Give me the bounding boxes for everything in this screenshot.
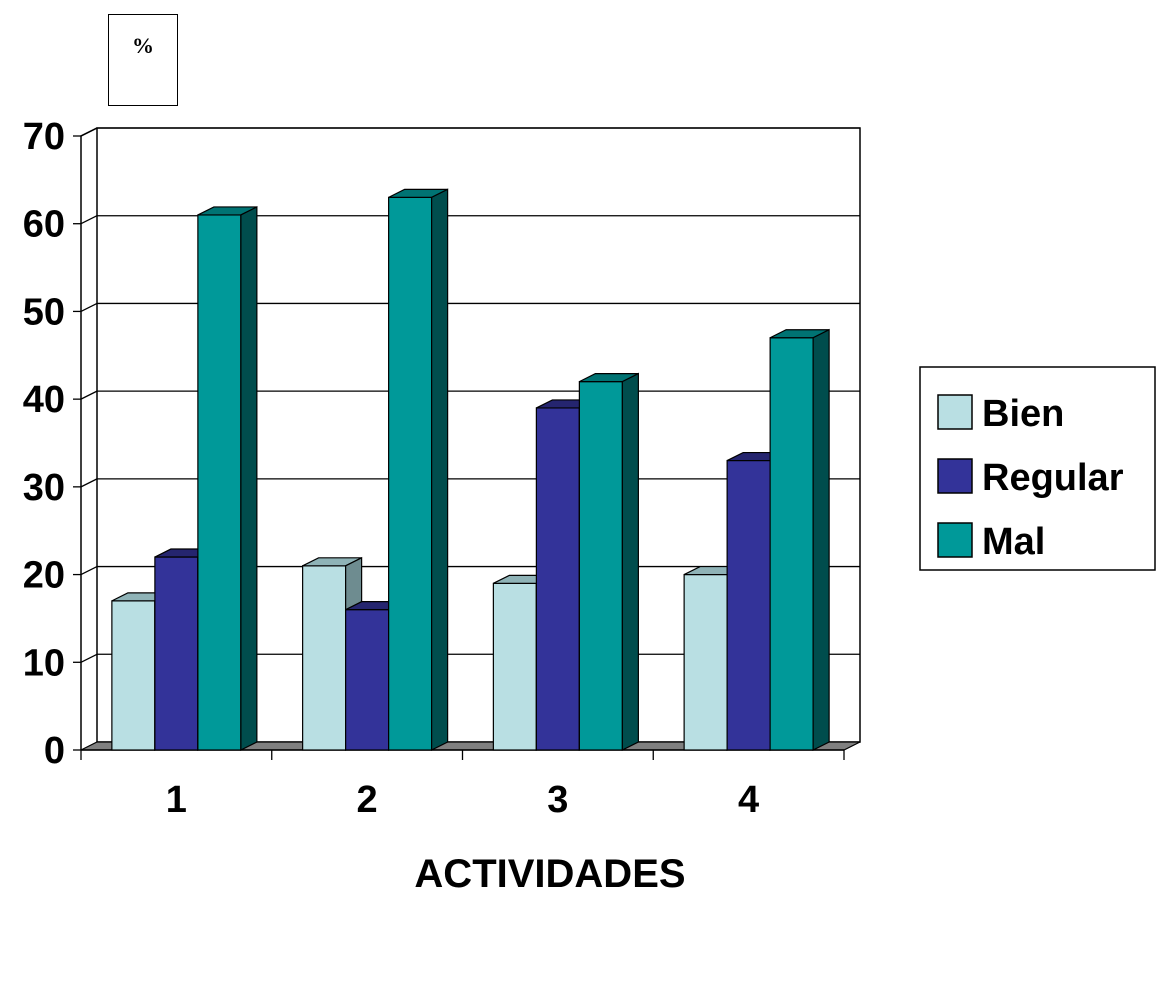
legend: Bien Regular Mal xyxy=(919,366,1156,571)
gridline-side xyxy=(80,127,98,137)
x-axis-label: ACTIVIDADES xyxy=(414,852,686,896)
x-tick-label: 2 xyxy=(357,779,378,821)
bar-front xyxy=(154,556,199,751)
bar-front xyxy=(197,214,242,751)
bar-front xyxy=(302,565,347,751)
gridline-side xyxy=(80,390,98,400)
bar xyxy=(197,205,258,751)
x-tick-label: 1 xyxy=(166,779,187,821)
y-tick-labels: 0 10 20 30 40 50 60 70 xyxy=(23,116,65,772)
gridline-side xyxy=(80,215,98,225)
bar-front xyxy=(769,337,814,751)
bar-front xyxy=(111,600,156,751)
legend-swatch xyxy=(937,458,973,494)
x-tick-labels: 1 2 3 4 xyxy=(80,750,845,821)
bars xyxy=(111,188,830,751)
bar-side xyxy=(812,328,830,751)
x-tick-label: 4 xyxy=(738,779,759,821)
bar-front xyxy=(726,459,771,751)
gridline-side xyxy=(80,478,98,488)
bar-front xyxy=(345,609,390,751)
bar-side xyxy=(431,188,449,751)
y-tick-label: 40 xyxy=(23,379,65,421)
side-wall xyxy=(80,127,98,750)
y-axis-label: % xyxy=(108,14,178,106)
legend-entry: Bien xyxy=(982,393,1064,435)
gridline-side xyxy=(80,302,98,313)
bar-front xyxy=(683,573,728,751)
legend-swatch xyxy=(937,522,973,558)
legend-entry: Mal xyxy=(982,521,1045,563)
legend-swatch xyxy=(937,394,973,430)
bar-front xyxy=(535,407,580,751)
x-tick-label: 3 xyxy=(547,779,568,821)
y-tick-label: 30 xyxy=(23,467,65,509)
bar-side xyxy=(621,372,639,751)
y-tick-label: 10 xyxy=(23,642,65,684)
legend-entry: Regular xyxy=(982,457,1124,499)
y-tick-label: 70 xyxy=(23,116,65,158)
gridline-side xyxy=(80,653,98,663)
y-tick-label: 20 xyxy=(23,555,65,597)
bar-front xyxy=(388,196,433,751)
bar-front xyxy=(492,582,537,751)
bar xyxy=(769,328,830,751)
bar-side xyxy=(240,205,258,751)
bar xyxy=(388,188,449,751)
gridline-side xyxy=(80,565,98,576)
bar-front xyxy=(578,381,623,751)
y-tick-label: 0 xyxy=(44,730,65,772)
y-tick-label: 60 xyxy=(23,204,65,246)
y-tick-label: 50 xyxy=(23,291,65,333)
bar xyxy=(578,372,639,751)
